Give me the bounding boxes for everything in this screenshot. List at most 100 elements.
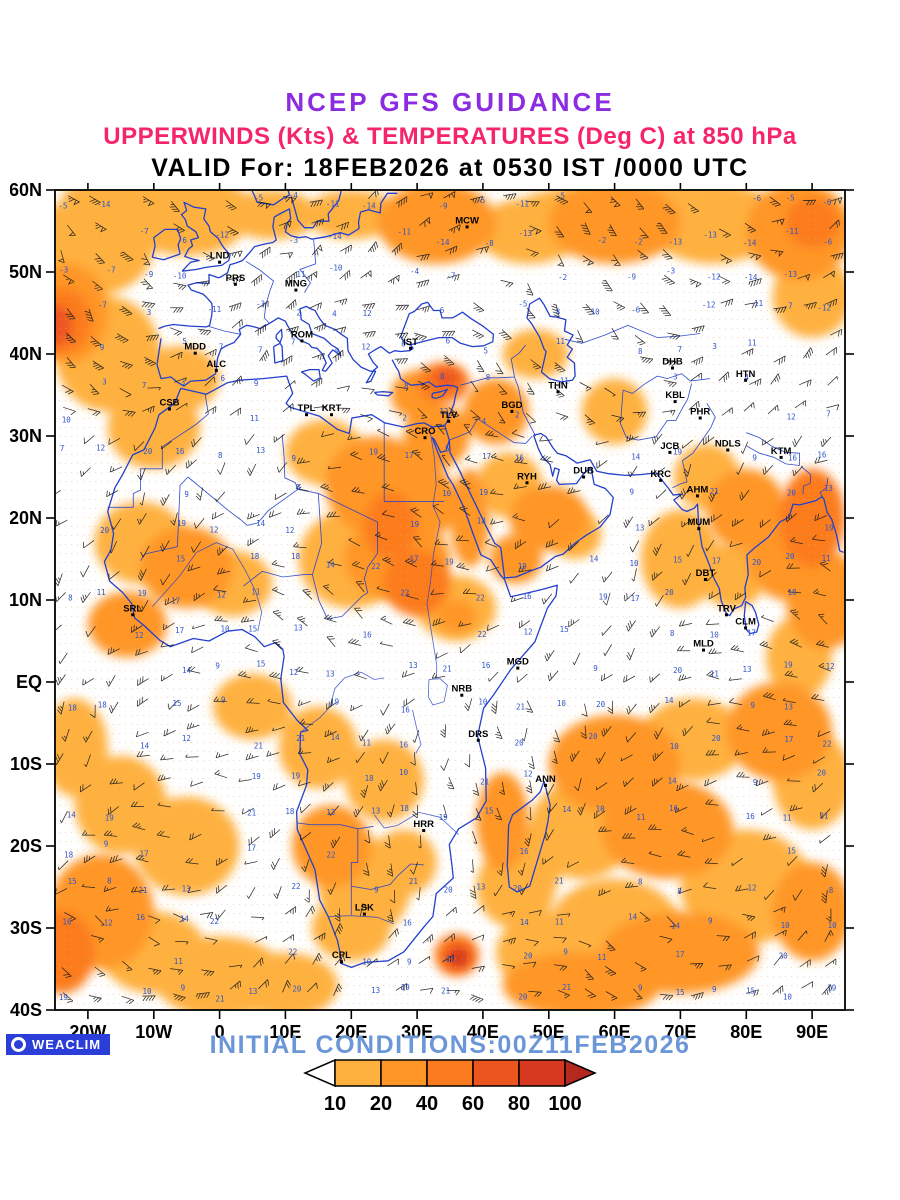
svg-text:22: 22 bbox=[210, 917, 219, 926]
station-label: CSB bbox=[159, 398, 179, 409]
svg-text:-5: -5 bbox=[786, 194, 795, 203]
map-layers: -5 -14 -5 -4 -11 -14 -9 -5 -11 -5 -6 -5 -6 -7 -6 -12 -3 -… bbox=[55, 190, 845, 1010]
station-label: NDLS bbox=[715, 439, 741, 450]
svg-text:-5: -5 bbox=[518, 300, 527, 309]
station-label: DRS bbox=[468, 729, 488, 740]
svg-text:19: 19 bbox=[439, 813, 448, 822]
station-label: PHR bbox=[690, 407, 710, 418]
svg-text:21: 21 bbox=[819, 812, 828, 821]
svg-text:-5: -5 bbox=[58, 202, 67, 211]
colorbar-label: 100 bbox=[548, 1093, 581, 1115]
svg-text:9: 9 bbox=[593, 664, 598, 673]
svg-text:13: 13 bbox=[326, 669, 335, 678]
svg-text:11: 11 bbox=[251, 587, 260, 596]
svg-text:-6: -6 bbox=[823, 237, 833, 246]
svg-text:8: 8 bbox=[556, 307, 561, 316]
svg-text:18: 18 bbox=[365, 774, 375, 783]
svg-text:-13: -13 bbox=[669, 237, 683, 246]
svg-text:16: 16 bbox=[403, 919, 413, 928]
svg-text:14: 14 bbox=[671, 922, 681, 931]
svg-text:20: 20 bbox=[779, 951, 789, 960]
svg-text:13: 13 bbox=[248, 987, 257, 996]
colorbar-label: 40 bbox=[416, 1093, 438, 1115]
chart-subtitle: UPPERWINDS (Kts) & TEMPERATURES (Deg C) … bbox=[103, 122, 797, 150]
svg-text:7: 7 bbox=[678, 345, 683, 354]
svg-text:-3: -3 bbox=[256, 300, 265, 309]
svg-text:10: 10 bbox=[629, 559, 639, 568]
svg-text:2: 2 bbox=[402, 414, 407, 423]
svg-text:17: 17 bbox=[139, 850, 148, 859]
svg-text:13: 13 bbox=[256, 446, 265, 455]
station-label: AHM bbox=[687, 484, 709, 495]
svg-text:-8: -8 bbox=[485, 239, 495, 248]
lon-axis-label: 20E bbox=[335, 1022, 367, 1042]
rivers-lakes bbox=[152, 431, 459, 925]
svg-text:11: 11 bbox=[362, 738, 371, 747]
station-label: KTM bbox=[771, 446, 792, 457]
svg-text:20: 20 bbox=[523, 952, 533, 961]
svg-text:17: 17 bbox=[171, 596, 180, 605]
lon-axis-label: 10W bbox=[135, 1022, 172, 1042]
svg-text:10: 10 bbox=[362, 957, 372, 966]
colorbar-labels: 10 20 40 60 80 100 bbox=[324, 1093, 582, 1115]
valid-time-line: VALID For: 18FEB2026 at 0530 IST /0000 U… bbox=[151, 153, 749, 182]
station-label: KBL bbox=[665, 390, 685, 401]
colorbar-label: 10 bbox=[324, 1093, 346, 1115]
svg-text:15: 15 bbox=[248, 624, 257, 633]
svg-text:5: 5 bbox=[483, 347, 488, 356]
svg-text:14: 14 bbox=[589, 555, 599, 564]
svg-text:3: 3 bbox=[673, 373, 678, 382]
svg-text:3: 3 bbox=[147, 308, 152, 317]
svg-text:18: 18 bbox=[250, 552, 260, 561]
svg-text:-13: -13 bbox=[784, 270, 798, 279]
svg-text:9: 9 bbox=[215, 662, 220, 671]
svg-text:19: 19 bbox=[177, 519, 186, 528]
svg-text:20: 20 bbox=[143, 447, 153, 456]
svg-text:19: 19 bbox=[445, 558, 454, 567]
svg-text:-4: -4 bbox=[410, 267, 420, 276]
svg-text:21: 21 bbox=[409, 877, 418, 886]
svg-text:14: 14 bbox=[628, 913, 638, 922]
map-canvas: -5 -14 -5 -4 -11 -14 -9 -5 -11 -5 -6 -5 -6 -7 -6 -12 -3 -… bbox=[10, 183, 854, 1042]
svg-text:-10: -10 bbox=[329, 263, 343, 272]
svg-text:7: 7 bbox=[219, 342, 224, 351]
svg-text:-14: -14 bbox=[97, 200, 111, 209]
lat-axis-label: 40S bbox=[10, 1000, 42, 1020]
svg-text:19: 19 bbox=[401, 983, 410, 992]
svg-text:22: 22 bbox=[822, 739, 831, 748]
svg-text:22: 22 bbox=[400, 589, 409, 598]
svg-text:10: 10 bbox=[478, 698, 488, 707]
svg-text:16: 16 bbox=[399, 741, 409, 750]
svg-text:12: 12 bbox=[523, 770, 532, 779]
svg-text:12: 12 bbox=[209, 526, 218, 535]
svg-text:13: 13 bbox=[784, 703, 793, 712]
colorbar-label: 80 bbox=[508, 1093, 530, 1115]
svg-text:11: 11 bbox=[250, 414, 259, 423]
svg-text:4: 4 bbox=[482, 417, 487, 426]
svg-text:22: 22 bbox=[476, 594, 485, 603]
svg-text:22: 22 bbox=[326, 850, 335, 859]
svg-text:16: 16 bbox=[523, 592, 533, 601]
svg-text:11: 11 bbox=[822, 554, 831, 563]
svg-text:19: 19 bbox=[105, 814, 114, 823]
svg-text:-5: -5 bbox=[254, 193, 263, 202]
svg-text:10: 10 bbox=[783, 992, 793, 1001]
svg-text:5: 5 bbox=[445, 444, 450, 453]
svg-text:17: 17 bbox=[631, 594, 640, 603]
svg-text:7: 7 bbox=[291, 337, 296, 346]
temperature-values: -5 -14 -5 -4 -11 -14 -9 -5 -11 -5 -6 -5 -6 -7 -6 -12 -3 -… bbox=[58, 191, 837, 1003]
svg-text:19: 19 bbox=[599, 593, 608, 602]
svg-text:11: 11 bbox=[597, 953, 606, 962]
svg-text:14: 14 bbox=[180, 915, 190, 924]
colorbar-segment bbox=[518, 1059, 566, 1087]
svg-text:4: 4 bbox=[332, 309, 337, 318]
svg-text:-11: -11 bbox=[326, 200, 340, 209]
svg-text:12: 12 bbox=[787, 413, 796, 422]
svg-text:8: 8 bbox=[107, 876, 112, 885]
station-label: CLM bbox=[735, 616, 756, 627]
svg-text:-14: -14 bbox=[743, 239, 757, 248]
svg-text:-11: -11 bbox=[208, 305, 222, 314]
svg-text:13: 13 bbox=[326, 808, 335, 817]
svg-text:19: 19 bbox=[330, 698, 339, 707]
svg-text:11: 11 bbox=[560, 377, 569, 386]
